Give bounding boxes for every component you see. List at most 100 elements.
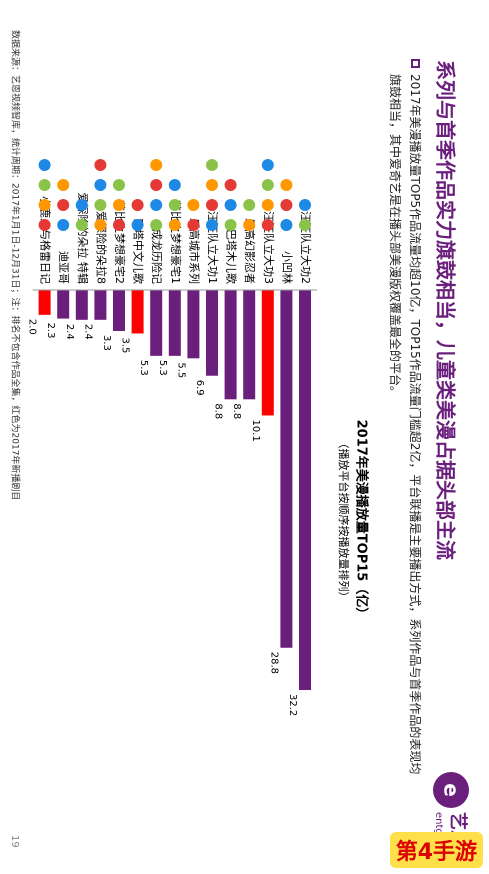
platform-icon [94, 219, 107, 231]
platform-icon [243, 219, 256, 231]
platform-icon [94, 159, 107, 171]
value-label: 8.8 [213, 403, 224, 419]
category-label: 乐高城市系列 [187, 218, 201, 284]
value-label: 5.3 [138, 360, 149, 376]
bar [150, 290, 163, 356]
value-label: 2.0 [27, 319, 38, 335]
bullet-text: 2017年美漫播放量TOP5作品流量均超10亿，TOP15作品流量门槛超2亿，平… [388, 74, 422, 775]
slide-title: 系列与首季作品实力旗鼓相当，儿童类美漫占据头部主流 [434, 60, 458, 560]
platform-icon [168, 219, 181, 231]
bar [261, 290, 274, 416]
value-label: 2.3 [45, 323, 56, 339]
platform-icon [261, 199, 274, 211]
bar [224, 290, 237, 400]
platform-icon [187, 219, 200, 231]
platform-icon [57, 199, 70, 211]
value-label: 10.1 [250, 419, 261, 441]
bar [280, 290, 293, 648]
bar [206, 290, 218, 376]
platform-icon [150, 219, 163, 231]
value-label: 3.3 [101, 335, 112, 351]
platform-icon [261, 159, 274, 171]
platform-icon [224, 179, 237, 191]
bar [168, 290, 181, 356]
platform-icon [38, 179, 51, 191]
platform-icon [38, 199, 51, 211]
bar [57, 290, 70, 319]
platform-icon [206, 179, 218, 191]
platform-icon [243, 199, 256, 211]
bar [131, 290, 144, 334]
platform-icon [131, 219, 144, 231]
value-label: 8.8 [231, 403, 242, 419]
platform-icon [206, 159, 218, 171]
platform-icon [168, 199, 181, 211]
platform-icon [299, 199, 311, 211]
platform-icon [75, 199, 88, 211]
value-label: 6.9 [194, 380, 205, 396]
platform-icon [261, 219, 274, 231]
platform-icon [261, 179, 274, 191]
logo-icon [433, 772, 469, 808]
platform-icon [280, 179, 293, 191]
bar [243, 290, 256, 400]
platform-icon [299, 219, 311, 231]
platform-icon [280, 219, 293, 231]
category-label: 成龙历险记 [150, 229, 164, 284]
chart-subtitle: （播放平台按顺序按播放量排列） [337, 438, 351, 603]
category-label: 迪亚哥 [57, 251, 70, 284]
category-label: 乐高幻影忍者 [243, 218, 257, 284]
value-label: 2.4 [64, 324, 75, 340]
category-label: 巴塔木儿歌 [225, 229, 239, 284]
bar [94, 290, 107, 320]
bullet-box: 2017年美漫播放量TOP5作品流量均超10亿，TOP15作品流量门槛超2亿，平… [388, 74, 422, 775]
category-label: 芭比之梦想豪宅2 [113, 200, 127, 284]
category-label: 巴塔中文儿歌 [132, 218, 146, 284]
value-label: 5.5 [175, 362, 186, 378]
page-number: 19 [9, 835, 20, 848]
source-note: 数据来源：艺恩视频智库，统计周期：2017年1月1日-12月31日；注：排名不包… [10, 30, 22, 500]
platform-icon [94, 199, 107, 211]
platform-icon [57, 219, 70, 231]
platform-icon [150, 159, 163, 171]
platform-icon [187, 199, 200, 211]
bar [299, 290, 311, 690]
bar [187, 290, 200, 359]
value-label: 3.5 [120, 337, 131, 353]
category-label: 爱探险的朵拉 特辑 [76, 193, 90, 285]
platform-icon [150, 179, 163, 191]
platform-icon [38, 159, 51, 171]
category-label: 小鹿人与格雷日记 [39, 196, 53, 284]
platform-icon [57, 179, 70, 191]
bar [75, 290, 88, 320]
platform-icon [38, 219, 51, 231]
logo-glyph: e [440, 783, 464, 797]
value-label: 28.8 [268, 652, 279, 674]
platform-icon [280, 199, 293, 211]
platform-icon [168, 179, 181, 191]
value-label: 2.4 [82, 324, 93, 340]
bar [38, 290, 51, 315]
category-label: 芭比之梦想豪宅1 [169, 200, 183, 284]
bar [113, 290, 125, 331]
platform-icon [224, 199, 237, 211]
platform-icon [113, 179, 125, 191]
platform-icon [113, 199, 125, 211]
value-label: 5.3 [157, 360, 168, 376]
bar-chart: 汪汪队立大功232.2小凹林28.8汪汪队立大功310.1乐高幻影忍者8.8巴塔… [27, 159, 317, 716]
platform-icon [131, 199, 144, 211]
platform-icon [224, 219, 237, 231]
platform-icon [94, 179, 107, 191]
value-label: 32.2 [287, 694, 298, 716]
category-label: 小凹林 [280, 251, 294, 284]
platform-icon [206, 199, 218, 211]
chart-title: 2017年美漫播放量TOP15（亿） [354, 420, 370, 621]
platform-icon [113, 219, 125, 231]
platform-icon [206, 219, 218, 231]
platform-icon [150, 199, 163, 211]
bullet-icon [411, 59, 420, 68]
watermark: 第4手游 [389, 832, 483, 868]
